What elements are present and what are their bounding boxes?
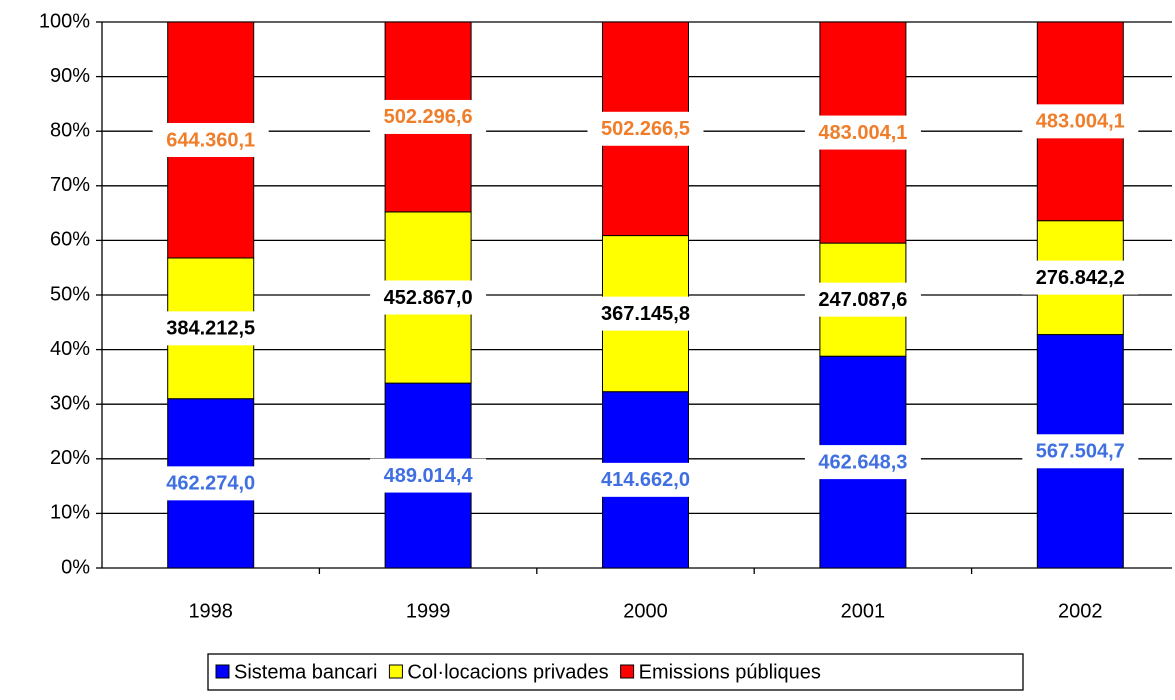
y-tick-label: 70% bbox=[50, 174, 90, 196]
y-tick-label: 100% bbox=[39, 10, 90, 32]
data-label: 502.296,6 bbox=[384, 106, 473, 128]
data-label-bg bbox=[152, 311, 269, 346]
data-label: 276.842,2 bbox=[1036, 267, 1125, 289]
data-label-bg bbox=[804, 445, 921, 480]
data-label-bg bbox=[587, 296, 704, 331]
data-label: 462.274,0 bbox=[166, 473, 255, 495]
legend-swatch bbox=[388, 664, 403, 679]
data-label-bg bbox=[804, 282, 921, 317]
data-label-bg bbox=[587, 462, 704, 497]
data-label-bg bbox=[804, 115, 921, 150]
y-tick-label: 60% bbox=[50, 229, 90, 251]
y-tick-label: 10% bbox=[50, 502, 90, 524]
legend-label: Sistema bancari bbox=[234, 661, 377, 683]
x-tick-label: 1999 bbox=[406, 600, 451, 622]
x-tick-label: 2000 bbox=[623, 600, 668, 622]
data-label: 452.867,0 bbox=[384, 287, 473, 309]
data-label: 644.360,1 bbox=[166, 129, 255, 151]
data-label-bg bbox=[370, 99, 487, 134]
y-tick-label: 40% bbox=[50, 338, 90, 360]
data-label-bg bbox=[1022, 434, 1139, 469]
y-tick-label: 90% bbox=[50, 65, 90, 87]
legend-label: Col·locacions privades bbox=[407, 661, 608, 683]
x-tick-label: 1998 bbox=[188, 600, 233, 622]
data-label: 502.266,5 bbox=[601, 118, 690, 140]
data-label: 483.004,1 bbox=[818, 122, 907, 144]
data-label: 367.145,8 bbox=[601, 303, 690, 325]
legend-swatch bbox=[620, 664, 635, 679]
y-tick-label: 0% bbox=[61, 556, 90, 578]
x-tick-label: 2001 bbox=[841, 600, 886, 622]
data-label-bg bbox=[1022, 260, 1139, 295]
data-label: 567.504,7 bbox=[1036, 441, 1125, 463]
data-label-bg bbox=[152, 122, 269, 157]
data-label-bg bbox=[370, 280, 487, 315]
legend-swatch bbox=[215, 664, 230, 679]
y-tick-label: 30% bbox=[50, 392, 90, 414]
data-label: 483.004,1 bbox=[1036, 111, 1125, 133]
data-label: 489.014,4 bbox=[384, 465, 474, 487]
data-label: 462.648,3 bbox=[818, 451, 907, 473]
data-label-bg bbox=[587, 111, 704, 146]
data-label-bg bbox=[370, 458, 487, 493]
y-tick-label: 50% bbox=[50, 283, 90, 305]
data-label: 414.662,0 bbox=[601, 469, 690, 491]
data-label-bg bbox=[152, 466, 269, 501]
legend-box bbox=[207, 653, 1024, 691]
legend-label: Emissions públiques bbox=[639, 661, 821, 683]
data-label: 384.212,5 bbox=[166, 318, 255, 340]
y-tick-label: 20% bbox=[50, 447, 90, 469]
data-label-bg bbox=[1022, 104, 1139, 139]
x-tick-label: 2002 bbox=[1058, 600, 1103, 622]
y-tick-label: 80% bbox=[50, 119, 90, 141]
data-label: 247.087,6 bbox=[818, 289, 907, 311]
